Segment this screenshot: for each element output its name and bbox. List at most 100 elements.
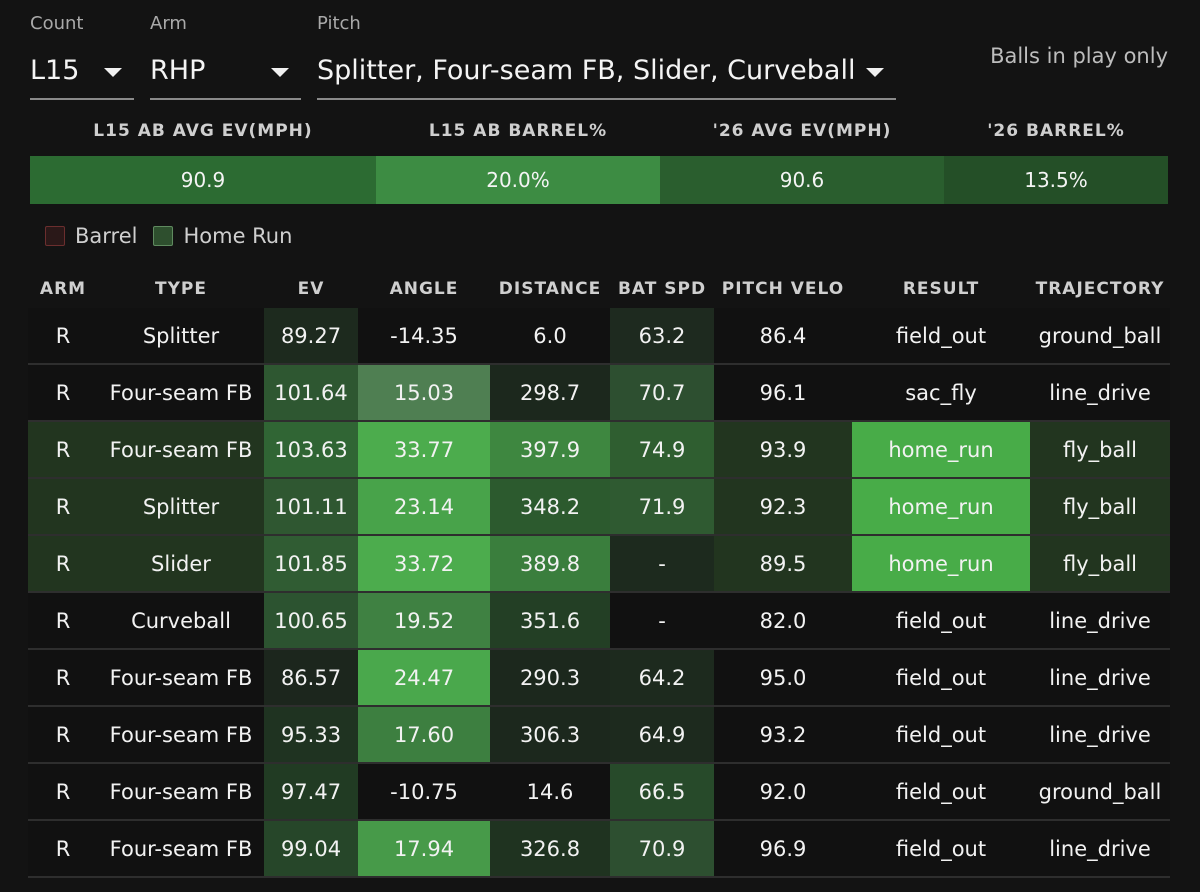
pitch-label: Pitch — [317, 13, 361, 34]
cell-angle: 23.14 — [358, 478, 490, 536]
column-header-trajectory[interactable]: TRAJECTORY — [1035, 279, 1165, 299]
table-row: R Four-seam FB 101.64 15.03 298.7 70.7 96.1 sac… — [28, 364, 1170, 422]
column-header-type[interactable]: TYPE — [155, 279, 207, 299]
table-row: R Four-seam FB 99.04 17.94 326.8 70.9 96.9 fiel… — [28, 820, 1170, 878]
column-header-arm[interactable]: ARM — [39, 279, 87, 299]
cell-pitch-velo: 89.5 — [714, 535, 852, 593]
cell-arm: R — [28, 535, 98, 593]
table-row: R Four-seam FB 97.47 -10.75 14.6 66.5 92.0 fiel… — [28, 763, 1170, 821]
cell-type: Splitter — [98, 478, 264, 536]
legend: Barrel Home Run — [45, 224, 308, 248]
cell-arm: R — [28, 364, 98, 422]
arm-filter[interactable]: Arm RHP — [150, 12, 301, 100]
cell-arm: R — [28, 592, 98, 650]
table-body: R Splitter 89.27 -14.35 6.0 63.2 86.4 field_out… — [28, 308, 1170, 878]
table-row: R Four-seam FB 86.57 24.47 290.3 64.2 95.0 fiel… — [28, 649, 1170, 707]
cell-ev: 100.65 — [264, 592, 358, 650]
pitch-select[interactable]: Splitter, Four-seam FB, Slider, Curvebal… — [317, 50, 896, 100]
cell-arm: R — [28, 308, 98, 365]
cell-trajectory: line_drive — [1030, 364, 1170, 422]
cell-pitch-velo: 82.0 — [714, 592, 852, 650]
table-row: R Four-seam FB 95.33 17.60 306.3 64.9 93.2 fiel… — [28, 706, 1170, 764]
cell-bat-spd: 70.9 — [610, 820, 714, 878]
cell-arm: R — [28, 478, 98, 536]
column-header-angle[interactable]: ANGLE — [389, 279, 459, 299]
cell-pitch-velo: 86.4 — [714, 308, 852, 365]
cell-ev: 103.63 — [264, 421, 358, 479]
cell-trajectory: line_drive — [1030, 706, 1170, 764]
cell-distance: 326.8 — [490, 820, 610, 878]
chevron-down-icon[interactable] — [104, 68, 122, 77]
cell-pitch-velo: 96.9 — [714, 820, 852, 878]
cell-pitch-velo: 93.2 — [714, 706, 852, 764]
summary-header: '26 AVG EV(MPH) — [712, 121, 892, 141]
table-row: R Splitter 89.27 -14.35 6.0 63.2 86.4 field_out… — [28, 308, 1170, 365]
cell-result: field_out — [852, 649, 1030, 707]
cell-result: field_out — [852, 308, 1030, 365]
legend-item-barrel: Barrel — [45, 224, 137, 248]
cell-angle: 17.60 — [358, 706, 490, 764]
cell-trajectory: line_drive — [1030, 592, 1170, 650]
cell-type: Four-seam FB — [98, 649, 264, 707]
cell-trajectory: line_drive — [1030, 649, 1170, 707]
column-header-bat-spd[interactable]: BAT SPD — [617, 279, 707, 299]
pitch-value: Splitter, Four-seam FB, Slider, Curvebal… — [317, 55, 856, 86]
summary-panel: L15 AB AVG EV(MPH) L15 AB BARREL% '26 AV… — [30, 112, 1168, 204]
chevron-down-icon[interactable] — [866, 68, 884, 77]
summary-header: '26 BARREL% — [987, 121, 1125, 141]
cell-angle: 33.72 — [358, 535, 490, 593]
pitch-filter[interactable]: Pitch Splitter, Four-seam FB, Slider, Cu… — [317, 12, 896, 100]
cell-angle: 33.77 — [358, 421, 490, 479]
cell-angle: -14.35 — [358, 308, 490, 365]
table-row: R Curveball 100.65 19.52 351.6-82.0 field_out… — [28, 592, 1170, 650]
cell-angle: 24.47 — [358, 649, 490, 707]
column-header-distance[interactable]: DISTANCE — [498, 279, 602, 299]
legend-label: Barrel — [75, 224, 138, 248]
cell-arm: R — [28, 706, 98, 764]
count-select[interactable]: L15 — [30, 50, 134, 100]
column-header-result[interactable]: RESULT — [902, 279, 980, 299]
table-header-row: ARM TYPE EV ANGLE DISTANCE BAT SPD PITCH VELO R… — [28, 270, 1170, 308]
chevron-down-icon[interactable] — [271, 68, 289, 77]
cell-bat-spd: 64.9 — [610, 706, 714, 764]
cell-pitch-velo: 93.9 — [714, 421, 852, 479]
cell-trajectory: fly_ball — [1030, 535, 1170, 593]
summary-header: L15 AB AVG EV(MPH) — [93, 121, 313, 141]
arm-select[interactable]: RHP — [150, 50, 301, 100]
arm-label: Arm — [150, 13, 187, 34]
cell-result: home_run — [852, 535, 1030, 593]
cell-bat-spd: - — [610, 535, 714, 593]
cell-ev: 86.57 — [264, 649, 358, 707]
count-value: L15 — [30, 55, 80, 86]
count-filter[interactable]: Count L15 — [30, 12, 134, 100]
table-row: R Splitter 101.11 23.14 348.2 71.9 92.3 home_ru… — [28, 478, 1170, 536]
cell-type: Splitter — [98, 308, 264, 365]
column-header-pitch-velo[interactable]: PITCH VELO — [721, 279, 845, 299]
cell-distance: 389.8 — [490, 535, 610, 593]
cell-ev: 97.47 — [264, 763, 358, 821]
cell-trajectory: ground_ball — [1030, 308, 1170, 365]
summary-header: L15 AB BARREL% — [428, 121, 608, 141]
legend-label: Home Run — [183, 224, 293, 248]
column-header-ev[interactable]: EV — [297, 279, 325, 299]
cell-distance: 306.3 — [490, 706, 610, 764]
balls-in-play-toggle[interactable]: Balls in play only — [990, 44, 1168, 68]
cell-result: field_out — [852, 763, 1030, 821]
cell-ev: 101.85 — [264, 535, 358, 593]
cell-distance: 298.7 — [490, 364, 610, 422]
home-run-swatch — [153, 226, 174, 246]
cell-bat-spd: 71.9 — [610, 478, 714, 536]
cell-bat-spd: 70.7 — [610, 364, 714, 422]
cell-ev: 101.64 — [264, 364, 358, 422]
cell-trajectory: ground_ball — [1030, 763, 1170, 821]
cell-bat-spd: 74.9 — [610, 421, 714, 479]
cell-arm: R — [28, 649, 98, 707]
cell-bat-spd: - — [610, 592, 714, 650]
cell-result: home_run — [852, 421, 1030, 479]
cell-distance: 14.6 — [490, 763, 610, 821]
cell-distance: 397.9 — [490, 421, 610, 479]
summary-value: 90.6 — [660, 156, 944, 204]
cell-trajectory: fly_ball — [1030, 478, 1170, 536]
cell-angle: 17.94 — [358, 820, 490, 878]
cell-result: field_out — [852, 706, 1030, 764]
